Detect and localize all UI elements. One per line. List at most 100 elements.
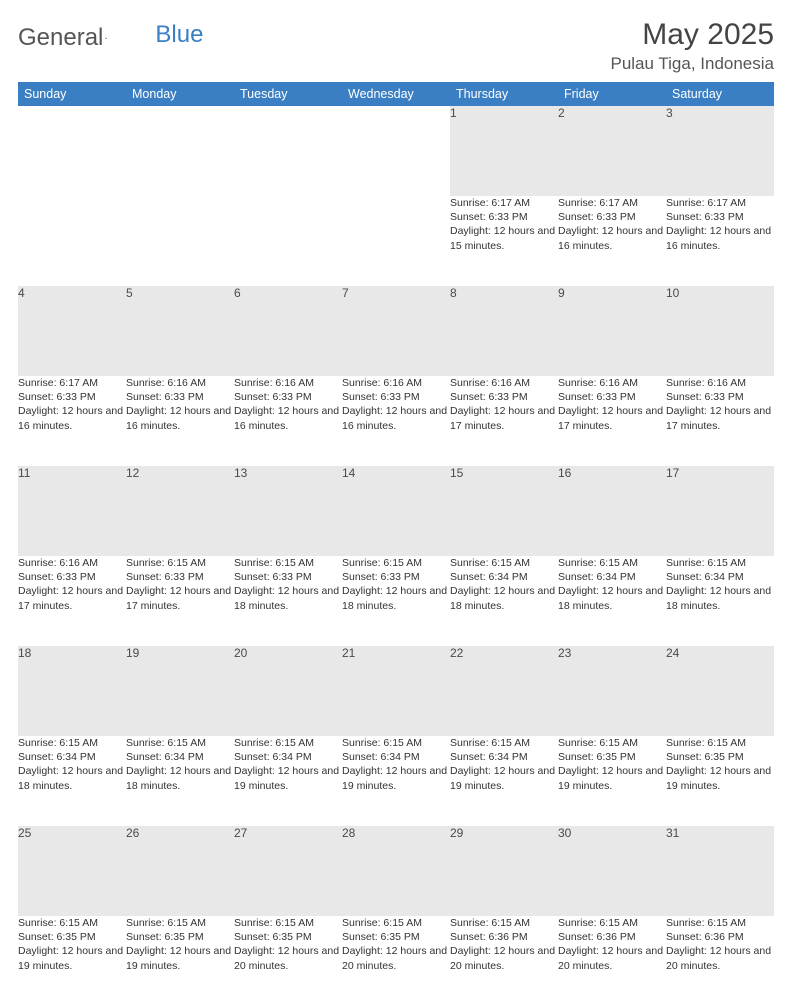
sunrise-line: Sunrise: 6:16 AM xyxy=(666,376,774,390)
weekday-header: Friday xyxy=(558,82,666,106)
day-number-cell xyxy=(234,106,342,196)
day-number-cell: 3 xyxy=(666,106,774,196)
day-number-cell xyxy=(126,106,234,196)
day-detail-cell: Sunrise: 6:15 AMSunset: 6:34 PMDaylight:… xyxy=(126,736,234,826)
day-detail-cell: Sunrise: 6:17 AMSunset: 6:33 PMDaylight:… xyxy=(558,196,666,286)
sunrise-line: Sunrise: 6:15 AM xyxy=(666,556,774,570)
day-detail-cell: Sunrise: 6:16 AMSunset: 6:33 PMDaylight:… xyxy=(234,376,342,466)
daylight-line: Daylight: 12 hours and 18 minutes. xyxy=(126,764,234,792)
sunset-line: Sunset: 6:33 PM xyxy=(18,390,126,404)
sunrise-line: Sunrise: 6:16 AM xyxy=(126,376,234,390)
daylight-line: Daylight: 12 hours and 15 minutes. xyxy=(450,224,558,252)
day-detail-cell xyxy=(234,196,342,286)
day-detail-cell: Sunrise: 6:17 AMSunset: 6:33 PMDaylight:… xyxy=(666,196,774,286)
daylight-line: Daylight: 12 hours and 17 minutes. xyxy=(558,404,666,432)
sunrise-line: Sunrise: 6:16 AM xyxy=(234,376,342,390)
sunrise-line: Sunrise: 6:15 AM xyxy=(666,736,774,750)
sunset-line: Sunset: 6:35 PM xyxy=(342,930,450,944)
daylight-line: Daylight: 12 hours and 19 minutes. xyxy=(558,764,666,792)
day-number-cell: 8 xyxy=(450,286,558,376)
day-number-cell: 25 xyxy=(18,826,126,916)
sunrise-line: Sunrise: 6:15 AM xyxy=(558,736,666,750)
sunset-line: Sunset: 6:35 PM xyxy=(234,930,342,944)
day-detail-cell: Sunrise: 6:15 AMSunset: 6:35 PMDaylight:… xyxy=(18,916,126,1006)
weekday-header: Monday xyxy=(126,82,234,106)
day-number-row: 45678910 xyxy=(18,286,774,376)
sunset-line: Sunset: 6:33 PM xyxy=(342,390,450,404)
day-detail-cell: Sunrise: 6:15 AMSunset: 6:33 PMDaylight:… xyxy=(126,556,234,646)
day-detail-cell: Sunrise: 6:15 AMSunset: 6:36 PMDaylight:… xyxy=(666,916,774,1006)
day-number-cell: 1 xyxy=(450,106,558,196)
sunset-line: Sunset: 6:36 PM xyxy=(450,930,558,944)
day-number-cell: 22 xyxy=(450,646,558,736)
sunset-line: Sunset: 6:35 PM xyxy=(666,750,774,764)
day-detail-row: Sunrise: 6:15 AMSunset: 6:35 PMDaylight:… xyxy=(18,916,774,1006)
day-number-row: 18192021222324 xyxy=(18,646,774,736)
day-detail-cell: Sunrise: 6:15 AMSunset: 6:34 PMDaylight:… xyxy=(18,736,126,826)
day-number-cell: 12 xyxy=(126,466,234,556)
sunset-line: Sunset: 6:33 PM xyxy=(666,210,774,224)
sunrise-line: Sunrise: 6:15 AM xyxy=(342,556,450,570)
day-number-cell: 24 xyxy=(666,646,774,736)
sunrise-line: Sunrise: 6:15 AM xyxy=(450,736,558,750)
sunrise-line: Sunrise: 6:16 AM xyxy=(18,556,126,570)
month-title: May 2025 xyxy=(610,18,774,52)
weekday-header: Sunday xyxy=(18,82,126,106)
day-detail-row: Sunrise: 6:17 AMSunset: 6:33 PMDaylight:… xyxy=(18,376,774,466)
day-number-cell: 5 xyxy=(126,286,234,376)
sunset-line: Sunset: 6:36 PM xyxy=(666,930,774,944)
sunrise-line: Sunrise: 6:17 AM xyxy=(666,196,774,210)
day-detail-cell: Sunrise: 6:15 AMSunset: 6:36 PMDaylight:… xyxy=(558,916,666,1006)
day-detail-cell: Sunrise: 6:15 AMSunset: 6:34 PMDaylight:… xyxy=(666,556,774,646)
daylight-line: Daylight: 12 hours and 20 minutes. xyxy=(342,944,450,972)
sunset-line: Sunset: 6:33 PM xyxy=(558,210,666,224)
day-detail-cell: Sunrise: 6:16 AMSunset: 6:33 PMDaylight:… xyxy=(666,376,774,466)
day-detail-cell: Sunrise: 6:15 AMSunset: 6:35 PMDaylight:… xyxy=(558,736,666,826)
brand-name-1: General xyxy=(18,24,103,52)
day-detail-cell: Sunrise: 6:16 AMSunset: 6:33 PMDaylight:… xyxy=(450,376,558,466)
sunset-line: Sunset: 6:34 PM xyxy=(342,750,450,764)
day-number-cell: 29 xyxy=(450,826,558,916)
day-number-cell: 9 xyxy=(558,286,666,376)
day-number-row: 11121314151617 xyxy=(18,466,774,556)
daylight-line: Daylight: 12 hours and 18 minutes. xyxy=(558,584,666,612)
day-number-cell: 14 xyxy=(342,466,450,556)
sunrise-line: Sunrise: 6:15 AM xyxy=(18,736,126,750)
sunrise-line: Sunrise: 6:15 AM xyxy=(558,916,666,930)
day-number-cell xyxy=(342,106,450,196)
day-number-cell: 31 xyxy=(666,826,774,916)
day-number-cell: 16 xyxy=(558,466,666,556)
day-detail-cell: Sunrise: 6:17 AMSunset: 6:33 PMDaylight:… xyxy=(450,196,558,286)
day-number-cell: 20 xyxy=(234,646,342,736)
day-detail-cell: Sunrise: 6:16 AMSunset: 6:33 PMDaylight:… xyxy=(558,376,666,466)
daylight-line: Daylight: 12 hours and 18 minutes. xyxy=(234,584,342,612)
sunrise-line: Sunrise: 6:15 AM xyxy=(558,556,666,570)
sunrise-line: Sunrise: 6:15 AM xyxy=(234,916,342,930)
weekday-header: Thursday xyxy=(450,82,558,106)
daylight-line: Daylight: 12 hours and 17 minutes. xyxy=(666,404,774,432)
day-number-cell: 15 xyxy=(450,466,558,556)
sunset-line: Sunset: 6:34 PM xyxy=(234,750,342,764)
sunrise-line: Sunrise: 6:16 AM xyxy=(342,376,450,390)
day-number-cell: 17 xyxy=(666,466,774,556)
day-number-cell: 10 xyxy=(666,286,774,376)
day-detail-cell: Sunrise: 6:15 AMSunset: 6:33 PMDaylight:… xyxy=(342,556,450,646)
sunset-line: Sunset: 6:34 PM xyxy=(558,570,666,584)
day-detail-row: Sunrise: 6:15 AMSunset: 6:34 PMDaylight:… xyxy=(18,736,774,826)
day-detail-cell: Sunrise: 6:15 AMSunset: 6:34 PMDaylight:… xyxy=(450,736,558,826)
day-detail-cell: Sunrise: 6:15 AMSunset: 6:35 PMDaylight:… xyxy=(666,736,774,826)
day-detail-cell: Sunrise: 6:15 AMSunset: 6:36 PMDaylight:… xyxy=(450,916,558,1006)
daylight-line: Daylight: 12 hours and 18 minutes. xyxy=(342,584,450,612)
sunrise-line: Sunrise: 6:16 AM xyxy=(450,376,558,390)
day-number-cell: 6 xyxy=(234,286,342,376)
day-detail-cell: Sunrise: 6:15 AMSunset: 6:34 PMDaylight:… xyxy=(234,736,342,826)
sunrise-line: Sunrise: 6:17 AM xyxy=(450,196,558,210)
daylight-line: Daylight: 12 hours and 17 minutes. xyxy=(18,584,126,612)
day-number-cell xyxy=(18,106,126,196)
day-number-cell: 2 xyxy=(558,106,666,196)
daylight-line: Daylight: 12 hours and 20 minutes. xyxy=(558,944,666,972)
daylight-line: Daylight: 12 hours and 16 minutes. xyxy=(126,404,234,432)
title-block: May 2025 Pulau Tiga, Indonesia xyxy=(610,18,774,74)
sunset-line: Sunset: 6:36 PM xyxy=(558,930,666,944)
weekday-header: Tuesday xyxy=(234,82,342,106)
